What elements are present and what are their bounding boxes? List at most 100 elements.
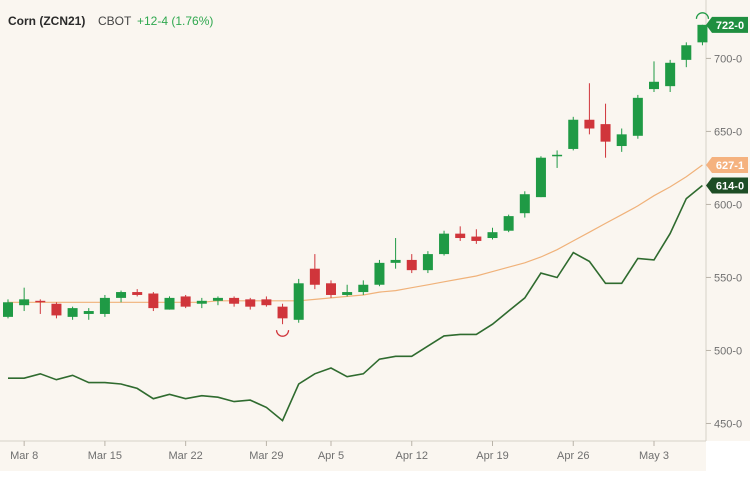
candle bbox=[455, 226, 466, 241]
y-tick-label: 550-0 bbox=[714, 272, 742, 284]
candle bbox=[67, 306, 78, 320]
candle bbox=[665, 59, 676, 92]
candle bbox=[51, 302, 62, 319]
last-price-badge-text: 722-0 bbox=[716, 20, 744, 32]
candle-body bbox=[83, 311, 94, 314]
candle-body bbox=[293, 283, 304, 320]
candle bbox=[229, 296, 240, 307]
candle-body bbox=[180, 296, 191, 307]
y-tick-label: 500-0 bbox=[714, 345, 742, 357]
candle bbox=[342, 284, 353, 297]
candle-body bbox=[309, 268, 320, 285]
symbol-title: Corn (ZCN21) bbox=[8, 14, 85, 28]
x-tick-label: Mar 15 bbox=[88, 450, 122, 462]
candle-body bbox=[649, 81, 659, 90]
candle bbox=[568, 116, 579, 151]
candle-body bbox=[632, 97, 643, 136]
candles-layer bbox=[3, 24, 708, 325]
candle-body bbox=[535, 157, 546, 198]
candle-body bbox=[681, 45, 692, 60]
candle-body bbox=[3, 302, 13, 317]
candle bbox=[681, 42, 692, 68]
candle bbox=[439, 230, 450, 256]
x-tick-label: Apr 26 bbox=[557, 450, 589, 462]
candle-body bbox=[358, 284, 369, 293]
candle bbox=[164, 296, 175, 310]
candle bbox=[471, 229, 482, 244]
candle bbox=[277, 303, 288, 325]
low-marker bbox=[275, 330, 290, 337]
candle-body bbox=[342, 292, 353, 295]
candle bbox=[196, 297, 207, 309]
candle bbox=[35, 299, 46, 314]
x-tick-label: Apr 5 bbox=[318, 450, 344, 462]
candle bbox=[535, 156, 546, 198]
candle bbox=[374, 259, 385, 287]
y-tick-label: 700-0 bbox=[714, 53, 742, 65]
x-tick-label: Apr 19 bbox=[476, 450, 508, 462]
y-axis-ticks: 450-0 500-0 550-0 600-0 650-0 700-0 bbox=[706, 53, 742, 430]
line-series-badge-text: 614-0 bbox=[716, 180, 744, 192]
candle bbox=[261, 296, 272, 307]
candle-body bbox=[584, 119, 595, 129]
candle-body bbox=[148, 293, 159, 309]
candle bbox=[19, 287, 30, 312]
ma-badge-shape bbox=[706, 157, 748, 174]
line-series bbox=[8, 184, 703, 422]
candle-body bbox=[519, 194, 530, 214]
candle bbox=[649, 61, 659, 92]
candle-body bbox=[455, 233, 466, 239]
candle bbox=[309, 254, 320, 290]
plot-background bbox=[0, 0, 706, 441]
x-tick-label: May 3 bbox=[639, 450, 669, 462]
candle-body bbox=[196, 300, 207, 304]
candle bbox=[422, 251, 433, 274]
candle-body bbox=[616, 134, 627, 147]
x-tick-label: Mar 29 bbox=[249, 450, 283, 462]
candle bbox=[358, 280, 369, 295]
moving-average-line bbox=[8, 164, 703, 303]
ma-badge: 627-1 bbox=[706, 157, 748, 174]
candle-body bbox=[552, 154, 563, 157]
candle-body bbox=[261, 299, 272, 306]
y-axis-background bbox=[706, 0, 750, 441]
candle bbox=[3, 299, 13, 319]
candle-body bbox=[164, 297, 175, 310]
candle-body bbox=[487, 232, 498, 239]
candle bbox=[584, 83, 595, 135]
candle-body bbox=[212, 297, 223, 301]
candle bbox=[212, 296, 223, 306]
candle bbox=[487, 227, 498, 240]
candle-body bbox=[600, 124, 611, 142]
candle-body bbox=[422, 254, 433, 271]
candle bbox=[519, 191, 530, 218]
candle-body bbox=[35, 300, 46, 303]
candle-body bbox=[99, 297, 110, 314]
high-marker bbox=[695, 12, 710, 19]
candle-body bbox=[568, 119, 579, 149]
candle bbox=[600, 103, 611, 158]
candle-body bbox=[390, 259, 401, 263]
last-price-badge-shape bbox=[706, 16, 748, 33]
last-price-badge: 722-0 bbox=[706, 16, 748, 33]
y-tick-label: 450-0 bbox=[714, 418, 742, 430]
price-badges-layer: 722-0 627-1 614-0 bbox=[706, 16, 748, 194]
candle bbox=[99, 294, 110, 317]
exchange-label: CBOT bbox=[98, 14, 132, 28]
line-series-badge: 614-0 bbox=[706, 177, 748, 194]
y-tick-label: 650-0 bbox=[714, 126, 742, 138]
candle-body bbox=[471, 236, 482, 241]
candle bbox=[326, 280, 336, 298]
candle bbox=[180, 294, 191, 309]
line-series-badge-shape bbox=[706, 177, 748, 194]
moving-average-layer bbox=[8, 164, 703, 303]
candle-body bbox=[326, 283, 336, 295]
price-change: +12-4 (1.76%) bbox=[137, 14, 213, 28]
x-tick-label: Mar 22 bbox=[169, 450, 203, 462]
candle-body bbox=[51, 303, 62, 316]
y-tick-label: 600-0 bbox=[714, 199, 742, 211]
candle bbox=[245, 297, 256, 310]
line-series-layer bbox=[8, 184, 703, 422]
ma-badge-text: 627-1 bbox=[716, 160, 744, 172]
